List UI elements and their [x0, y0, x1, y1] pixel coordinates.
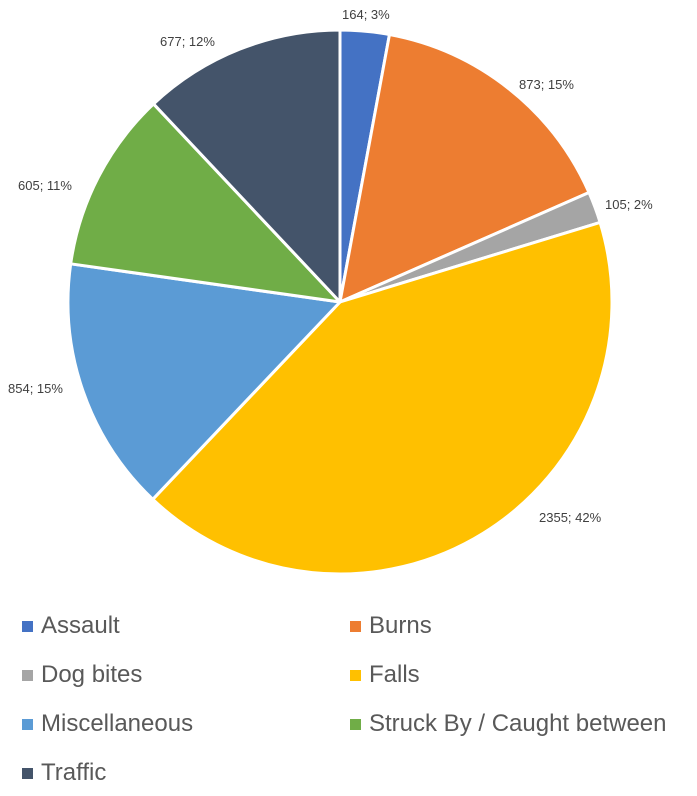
pie-slice-traffic [152, 28, 342, 304]
legend-swatch [22, 620, 33, 632]
data-label-burns: 873; 15% [519, 77, 574, 92]
legend-label: Assault [41, 612, 120, 639]
pie-slice-burns [338, 33, 591, 304]
legend-item-burns: Burns [350, 612, 432, 640]
legend-label: Struck By / Caught between [369, 710, 667, 737]
data-label-miscellaneous: 854; 15% [8, 381, 63, 396]
legend-item-assault: Assault [22, 612, 120, 640]
legend-item-struck-by-caught-between: Struck By / Caught between [350, 710, 667, 738]
data-label-traffic: 677; 12% [160, 34, 215, 49]
data-label-dog-bites: 105; 2% [605, 197, 653, 212]
legend-swatch [22, 767, 33, 779]
pie-chart: 164; 3% 873; 15% 105; 2% 2355; 42% 854; 15% 6… [8, 7, 653, 576]
legend-swatch [350, 669, 361, 681]
legend-swatch [350, 718, 361, 730]
legend-swatch [22, 718, 33, 730]
legend-item-traffic: Traffic [22, 759, 106, 787]
data-label-struck-by-caught-between: 605; 11% [18, 178, 72, 193]
data-label-falls: 2355; 42% [539, 510, 602, 525]
legend-label: Miscellaneous [41, 710, 194, 737]
legend-item-falls: Falls [350, 661, 420, 689]
legend-swatch [22, 669, 33, 681]
pie-slice-miscellaneous [66, 262, 342, 501]
legend-label: Dog bites [41, 661, 143, 688]
legend-item-miscellaneous: Miscellaneous [22, 710, 193, 738]
legend-label: Traffic [41, 759, 107, 786]
pie-slice-struck-by-caught-between [69, 102, 342, 304]
legend-swatch [350, 620, 361, 632]
legend-label: Falls [369, 661, 420, 688]
data-label-assault: 164; 3% [342, 7, 390, 22]
legend-item-dog-bites: Dog bites [22, 661, 142, 689]
legend-label: Burns [369, 612, 432, 639]
pie-slice-falls [151, 220, 614, 576]
